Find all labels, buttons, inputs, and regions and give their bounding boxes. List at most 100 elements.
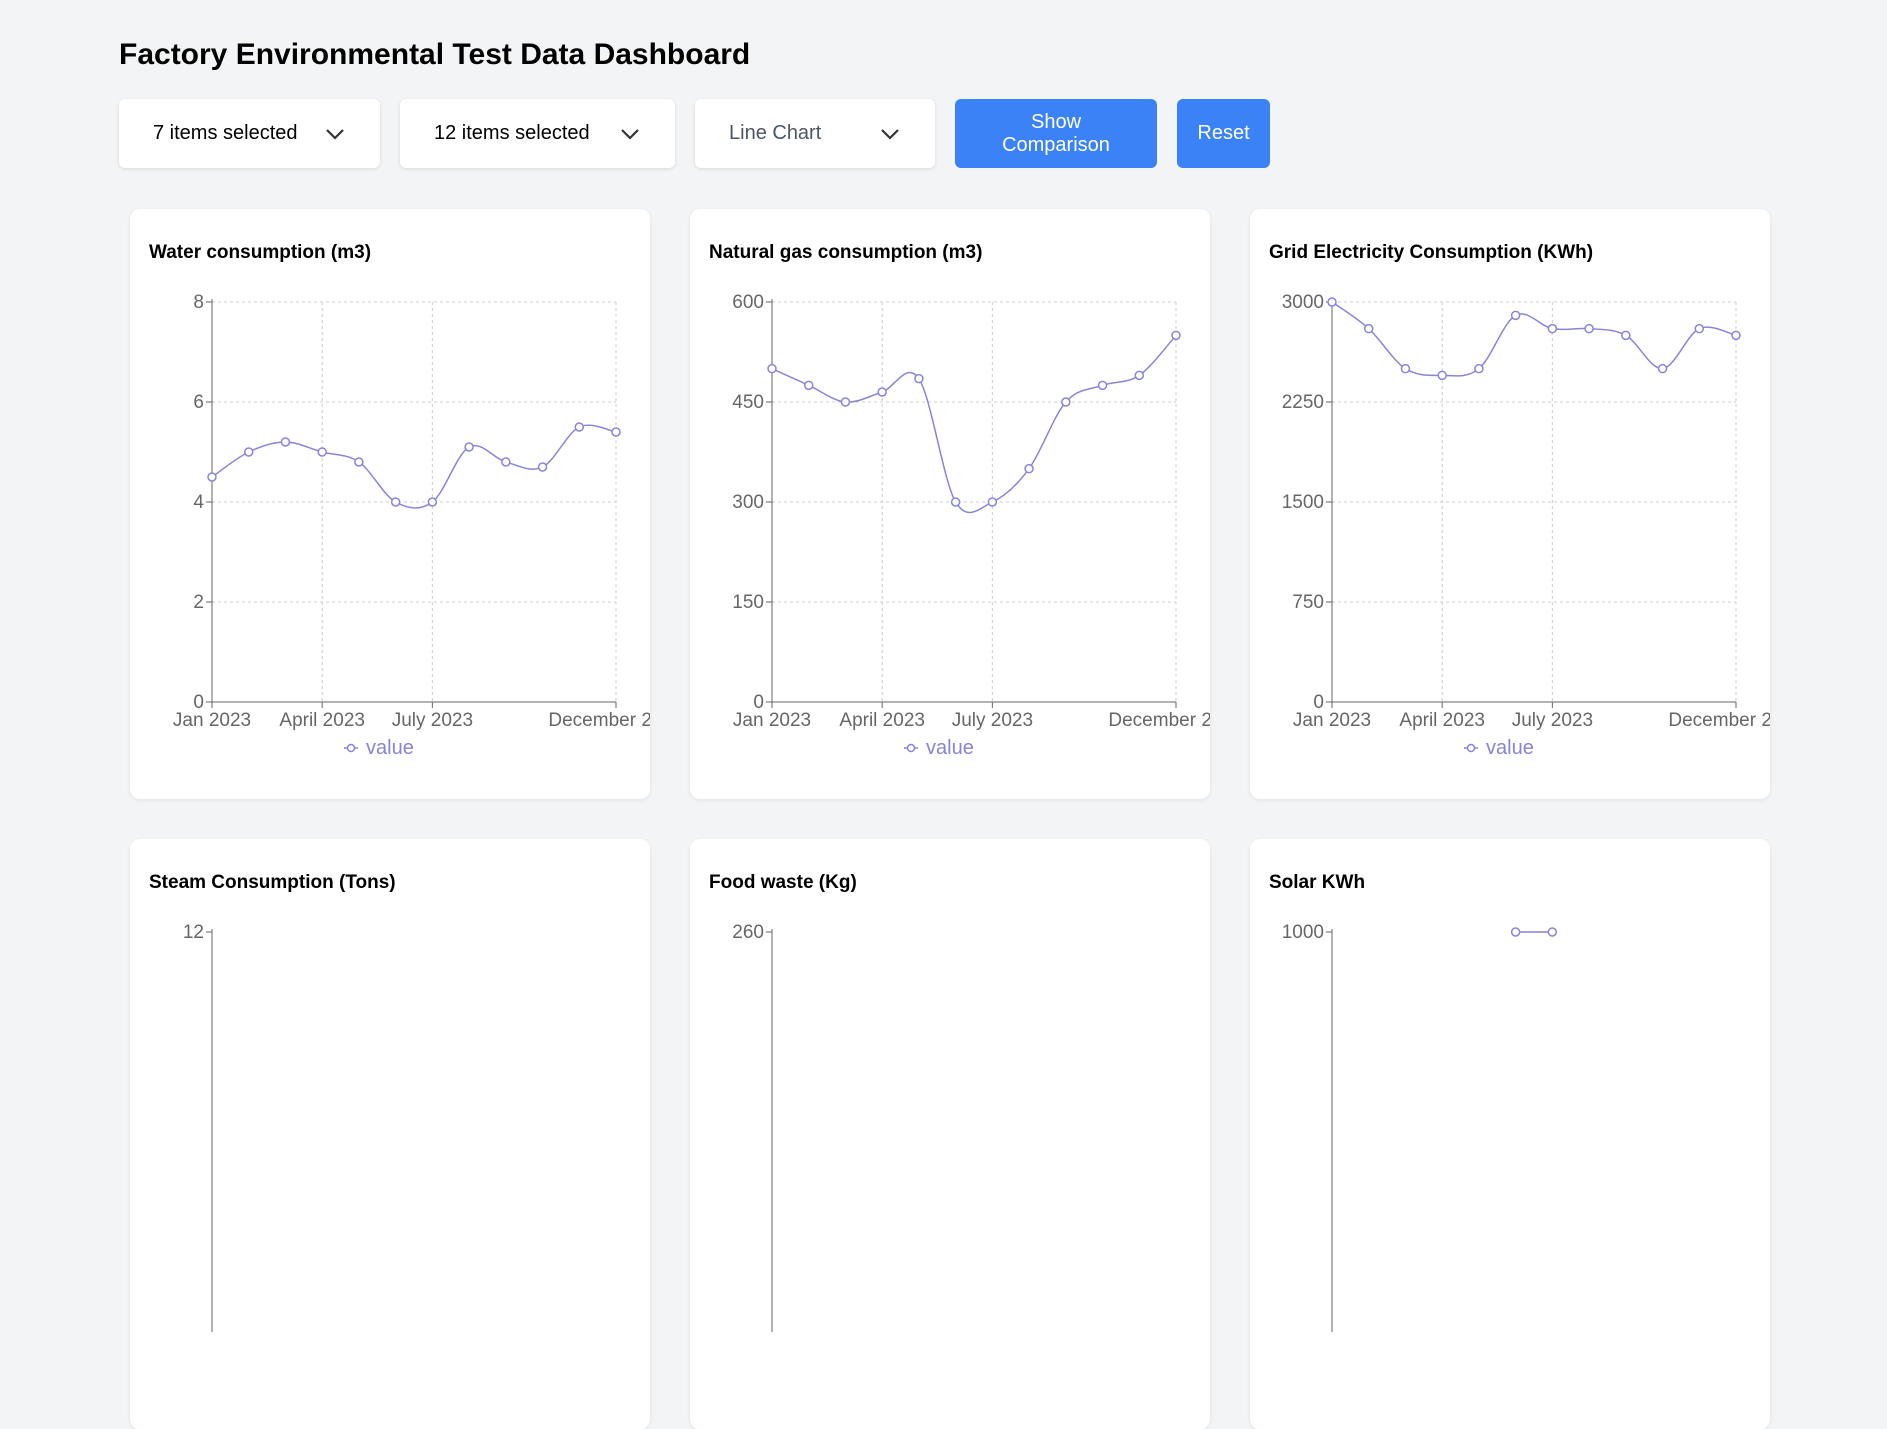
y-tick-label: 150 bbox=[732, 592, 764, 613]
data-point bbox=[1134, 370, 1145, 381]
natural-gas-chart: 0 150 300 450 600 Jan 2023 April 2023 July 2023… bbox=[732, 292, 1210, 759]
y-tick-label: 0 bbox=[1313, 692, 1324, 713]
chevron-down-icon bbox=[881, 128, 899, 140]
chart-type-select-value: Line Chart bbox=[729, 122, 822, 144]
y-tick-label: 300 bbox=[732, 492, 764, 513]
x-tick-label: April 2023 bbox=[839, 710, 925, 731]
data-point bbox=[1474, 363, 1484, 374]
y-tick-label: 1500 bbox=[1282, 492, 1324, 513]
data-point bbox=[611, 427, 621, 437]
x-tick-label: July 2023 bbox=[1512, 710, 1593, 731]
chevron-down-icon bbox=[621, 128, 639, 140]
data-point bbox=[1547, 323, 1558, 334]
data-point bbox=[1437, 370, 1447, 381]
chart-type-select[interactable]: Line Chart bbox=[695, 99, 935, 168]
y-tick-label: 0 bbox=[193, 692, 204, 713]
y-tick-label: 450 bbox=[732, 392, 764, 413]
y-tick-label: 260 bbox=[732, 922, 764, 943]
data-point bbox=[501, 457, 511, 467]
data-point bbox=[537, 462, 548, 472]
data-point bbox=[280, 437, 291, 447]
data-point bbox=[1400, 363, 1411, 374]
food-waste-chart: 260 bbox=[732, 922, 773, 1332]
data-point bbox=[427, 497, 438, 507]
chart-title: Water consumption (m3) bbox=[149, 242, 372, 263]
x-tick-label: December 2023 bbox=[548, 710, 650, 731]
data-point bbox=[1584, 323, 1594, 334]
y-tick-label: 2250 bbox=[1282, 392, 1324, 413]
chart-title: Steam Consumption (Tons) bbox=[149, 872, 396, 893]
solar-chart: 1000 bbox=[1282, 922, 1558, 1332]
data-point bbox=[1363, 323, 1374, 334]
data-point bbox=[1061, 397, 1071, 407]
y-tick-label: 8 bbox=[193, 292, 204, 313]
reset-button[interactable]: Reset bbox=[1177, 99, 1270, 168]
x-tick-label: December 2023 bbox=[1668, 710, 1770, 731]
y-tick-label: 1000 bbox=[1282, 922, 1324, 943]
show-comparison-button[interactable]: Show Comparison bbox=[955, 99, 1157, 168]
legend-icon bbox=[906, 743, 916, 753]
x-tick-label: July 2023 bbox=[392, 710, 473, 731]
metrics-select-value: 7 items selected bbox=[153, 122, 298, 144]
chart-card-natural-gas: Natural gas consumption (m3) 0 150 300 450 6… bbox=[690, 209, 1210, 799]
chart-card-water: Water consumption (m3) 0 2 4 6 8 Jan 2023 Apri… bbox=[130, 209, 650, 799]
data-point bbox=[1327, 297, 1337, 307]
y-tick-label: 4 bbox=[193, 492, 204, 513]
chart-card-grid-electricity: Grid Electricity Consumption (KWh) 0 750 1… bbox=[1250, 209, 1770, 799]
metrics-select[interactable]: 7 items selected bbox=[119, 99, 380, 168]
legend-icon bbox=[1466, 743, 1476, 753]
data-point bbox=[354, 457, 364, 467]
water-consumption-chart: 0 2 4 6 8 Jan 2023 April 2023 July 2023 December… bbox=[173, 292, 650, 759]
data-point bbox=[1024, 463, 1034, 474]
y-tick-label: 3000 bbox=[1282, 292, 1324, 313]
data-point bbox=[1510, 310, 1521, 321]
y-tick-label: 6 bbox=[193, 392, 204, 413]
data-point bbox=[1694, 323, 1705, 334]
data-point bbox=[950, 497, 961, 507]
data-point bbox=[207, 472, 217, 482]
legend-icon bbox=[346, 743, 356, 753]
data-point bbox=[1731, 330, 1741, 341]
months-select-value: 12 items selected bbox=[434, 122, 590, 144]
data-point bbox=[464, 442, 474, 452]
data-point bbox=[1657, 363, 1668, 374]
chevron-down-icon bbox=[326, 128, 344, 140]
data-point bbox=[914, 373, 924, 384]
y-tick-label: 750 bbox=[1292, 592, 1324, 613]
x-tick-label: July 2023 bbox=[952, 710, 1033, 731]
legend-label: value bbox=[1486, 737, 1534, 759]
legend: value bbox=[1464, 737, 1534, 759]
legend-label: value bbox=[926, 737, 974, 759]
legend-label: value bbox=[366, 737, 414, 759]
y-tick-label: 600 bbox=[732, 292, 764, 313]
legend: value bbox=[344, 737, 414, 759]
data-point bbox=[840, 397, 851, 407]
chart-title: Solar KWh bbox=[1269, 872, 1366, 893]
x-tick-label: December 2023 bbox=[1108, 710, 1210, 731]
x-tick-label: Jan 2023 bbox=[173, 710, 251, 731]
chart-card-food-waste: Food waste (Kg) 260 bbox=[690, 839, 1210, 1429]
chart-card-solar: Solar KWh 1000 bbox=[1250, 839, 1770, 1429]
x-tick-label: Jan 2023 bbox=[1293, 710, 1371, 731]
data-point bbox=[1621, 330, 1631, 341]
x-tick-label: Jan 2023 bbox=[733, 710, 811, 731]
series-line bbox=[211, 424, 617, 509]
grid-electricity-chart: 0 750 1500 2250 3000 Jan 2023 April 2023 July 2… bbox=[1282, 292, 1770, 759]
data-point bbox=[877, 387, 887, 397]
months-select[interactable]: 12 items selected bbox=[400, 99, 675, 168]
data-point bbox=[987, 497, 998, 507]
series-line bbox=[1331, 301, 1737, 377]
data-point bbox=[767, 363, 777, 374]
steam-consumption-chart: 12 bbox=[183, 922, 213, 1332]
controls-bar: 7 items selected 12 items selected Line … bbox=[119, 99, 1270, 168]
chart-title: Grid Electricity Consumption (KWh) bbox=[1269, 242, 1594, 263]
x-tick-label: April 2023 bbox=[1399, 710, 1485, 731]
series-line bbox=[771, 334, 1177, 514]
data-point bbox=[390, 497, 401, 507]
data-point bbox=[574, 422, 585, 432]
page-title: Factory Environmental Test Data Dashboar… bbox=[119, 38, 751, 71]
chart-card-steam: Steam Consumption (Tons) 12 bbox=[130, 839, 650, 1429]
x-tick-label: April 2023 bbox=[279, 710, 365, 731]
y-tick-label: 2 bbox=[193, 592, 204, 613]
data-point bbox=[803, 380, 814, 391]
